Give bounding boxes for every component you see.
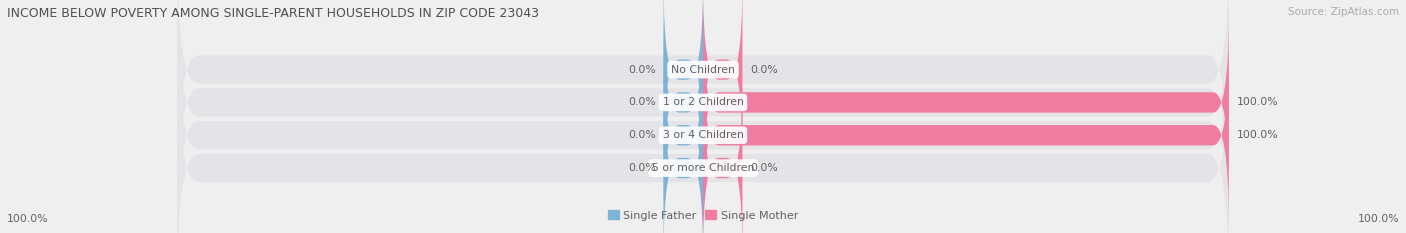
Legend: Single Father, Single Mother: Single Father, Single Mother — [603, 206, 803, 225]
Text: 0.0%: 0.0% — [628, 163, 655, 173]
FancyBboxPatch shape — [703, 80, 742, 233]
FancyBboxPatch shape — [177, 0, 1229, 187]
Text: INCOME BELOW POVERTY AMONG SINGLE-PARENT HOUSEHOLDS IN ZIP CODE 23043: INCOME BELOW POVERTY AMONG SINGLE-PARENT… — [7, 7, 538, 20]
Text: 0.0%: 0.0% — [628, 65, 655, 75]
Text: 100.0%: 100.0% — [1237, 130, 1278, 140]
Text: 0.0%: 0.0% — [751, 163, 778, 173]
Text: 100.0%: 100.0% — [1237, 97, 1278, 107]
Text: 5 or more Children: 5 or more Children — [652, 163, 754, 173]
FancyBboxPatch shape — [664, 0, 703, 158]
FancyBboxPatch shape — [703, 47, 1229, 224]
Text: No Children: No Children — [671, 65, 735, 75]
FancyBboxPatch shape — [703, 0, 742, 158]
Text: 1 or 2 Children: 1 or 2 Children — [662, 97, 744, 107]
Text: 100.0%: 100.0% — [7, 214, 49, 224]
FancyBboxPatch shape — [664, 47, 703, 224]
FancyBboxPatch shape — [177, 18, 1229, 233]
Text: 3 or 4 Children: 3 or 4 Children — [662, 130, 744, 140]
Text: Source: ZipAtlas.com: Source: ZipAtlas.com — [1288, 7, 1399, 17]
Text: 0.0%: 0.0% — [628, 97, 655, 107]
Text: 0.0%: 0.0% — [628, 130, 655, 140]
Text: 0.0%: 0.0% — [751, 65, 778, 75]
FancyBboxPatch shape — [177, 0, 1229, 220]
FancyBboxPatch shape — [664, 14, 703, 191]
FancyBboxPatch shape — [664, 80, 703, 233]
FancyBboxPatch shape — [177, 51, 1229, 233]
FancyBboxPatch shape — [703, 14, 1229, 191]
Text: 100.0%: 100.0% — [1357, 214, 1399, 224]
